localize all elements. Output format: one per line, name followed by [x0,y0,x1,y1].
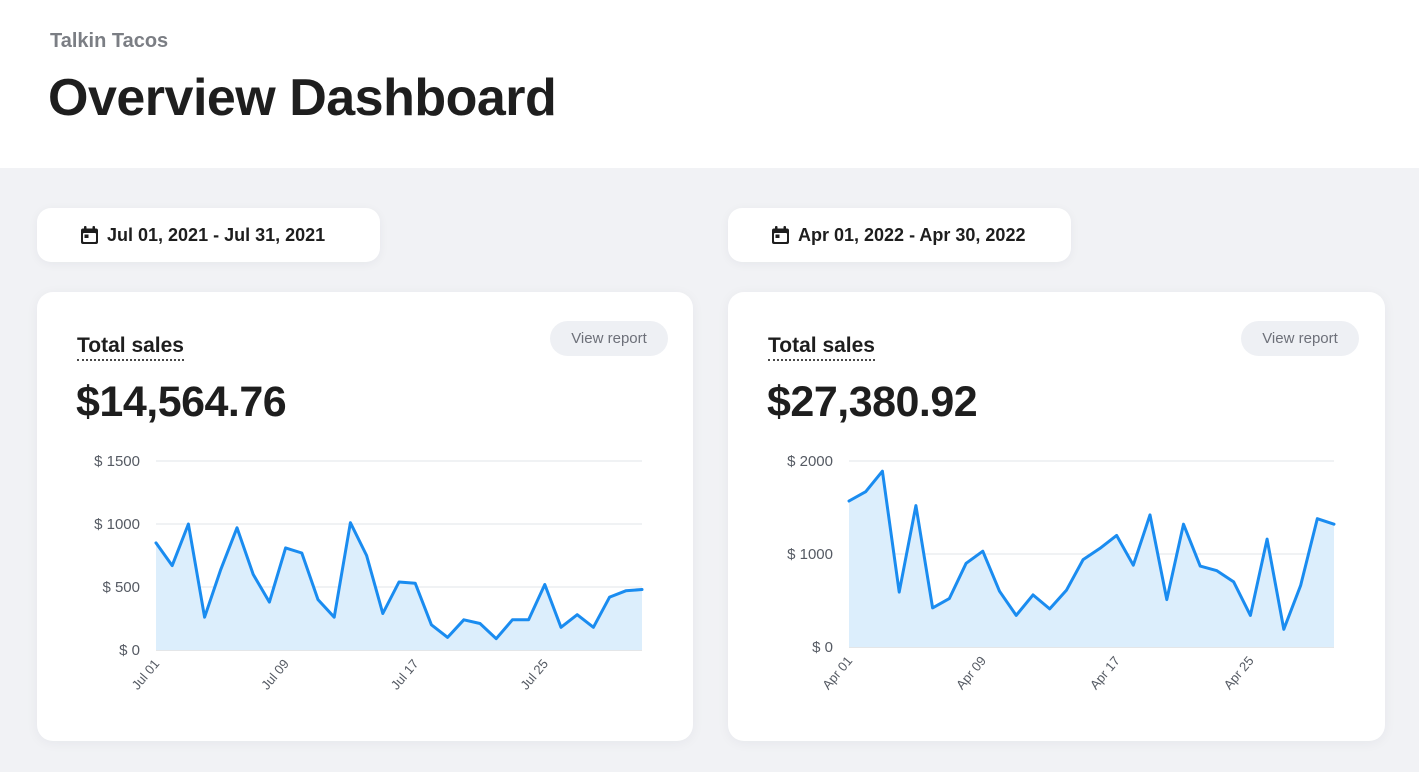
data-point [1316,517,1319,520]
y-tick-label: $ 1000 [94,516,140,533]
y-tick-label: $ 0 [119,642,140,659]
data-point [608,595,611,599]
data-point [349,521,352,524]
x-tick-label: Apr 09 [953,653,989,692]
data-point [847,499,851,503]
data-point [1282,628,1285,631]
data-point [1215,569,1219,572]
data-point [1015,614,1018,617]
y-tick-label: $ 1000 [787,546,833,563]
data-point [203,616,206,619]
data-point [1182,523,1185,526]
x-tick-label: Apr 01 [819,653,855,692]
data-point [397,580,401,584]
data-point [998,590,1001,593]
total-sales-card-1: Total sales View report $14,564.76 $ 0 $ … [37,292,693,741]
data-point [187,522,190,526]
data-point [171,564,174,567]
data-point [1232,580,1235,584]
data-point [592,626,595,629]
date-range-label: Apr 01, 2022 - Apr 30, 2022 [798,224,1026,245]
sales-area [156,522,642,650]
view-report-button[interactable]: View report [1241,321,1359,356]
y-tick-label: $ 500 [102,579,140,596]
data-point [511,618,514,621]
date-range-picker-1[interactable]: Jul 01, 2021 - Jul 31, 2021 [37,208,380,262]
data-point [316,598,320,601]
x-tick-label: Jul 01 [129,656,163,692]
data-point [1048,607,1051,611]
data-point [1249,614,1252,617]
data-point [527,618,530,621]
brand-name: Talkin Tacos [50,30,169,52]
data-point [235,526,239,529]
sales-line [847,469,1336,631]
dashboard-main: Jul 01, 2021 - Jul 31, 2021 Total sales … [0,168,1419,772]
view-report-button[interactable]: View report [550,321,668,356]
x-tick-label: Jul 17 [388,656,422,692]
data-point [1031,593,1035,597]
data-point [1065,589,1068,592]
sales-chart: $ 0 $ 500 $ 1000 $ 1500 Jul 01 Jul 09 Jul 17 Ju… [94,453,644,693]
data-point [1199,564,1202,568]
data-point [964,562,968,565]
y-tick-label: $ 2000 [787,453,833,470]
data-point [898,590,901,594]
total-sales-label[interactable]: Total sales [77,334,184,361]
data-point [495,637,498,640]
data-point [381,612,384,615]
data-point [576,613,579,616]
total-sales-value: $27,380.92 [767,378,978,426]
data-point [559,626,563,629]
calendar-icon [81,226,98,244]
y-tick-label: $ 1500 [94,453,140,470]
data-point [1115,534,1118,537]
sales-area [849,471,1334,647]
total-sales-value: $14,564.76 [76,378,287,426]
data-point [1165,598,1168,601]
total-sales-label[interactable]: Total sales [768,334,875,361]
x-tick-label: Jul 25 [517,656,551,692]
data-point [1265,537,1269,541]
data-point [300,551,303,555]
date-range-picker-2[interactable]: Apr 01, 2022 - Apr 30, 2022 [728,208,1071,262]
page-header: Talkin Tacos Overview Dashboard [0,0,1419,168]
data-point [219,568,222,571]
data-point [1332,523,1336,526]
data-point [154,541,158,545]
data-point [1148,513,1152,517]
data-point [446,636,449,639]
y-tick-label: $ 0 [812,639,833,656]
data-point [268,600,271,604]
date-range-label: Jul 01, 2021 - Jul 31, 2021 [107,224,326,245]
page-title: Overview Dashboard [48,69,557,127]
data-point [1299,584,1302,587]
data-point [640,588,644,591]
data-point [1098,547,1102,550]
data-point [365,554,368,557]
data-point [931,606,934,610]
data-point [1081,558,1085,561]
data-point [864,490,867,493]
data-point [462,618,465,621]
sales-chart: $ 0 $ 1000 $ 2000 Apr 01 Apr 09 Apr 17 Apr 25 [787,453,1336,692]
data-point [948,597,951,600]
data-point [252,573,255,576]
x-tick-label: Jul 09 [258,656,292,692]
data-point [284,546,287,550]
calendar-icon [772,226,789,244]
x-tick-label: Apr 17 [1087,653,1123,692]
data-point [1132,564,1135,567]
data-point [881,470,884,473]
data-point [624,589,627,592]
data-point [478,622,482,625]
data-point [430,623,433,626]
data-point [414,582,417,585]
data-point [333,616,336,619]
data-point [914,504,918,507]
total-sales-card-2: Total sales View report $27,380.92 $ 0 $ … [728,292,1385,741]
data-point [543,583,546,586]
data-point [981,550,984,553]
x-tick-label: Apr 25 [1221,653,1257,692]
